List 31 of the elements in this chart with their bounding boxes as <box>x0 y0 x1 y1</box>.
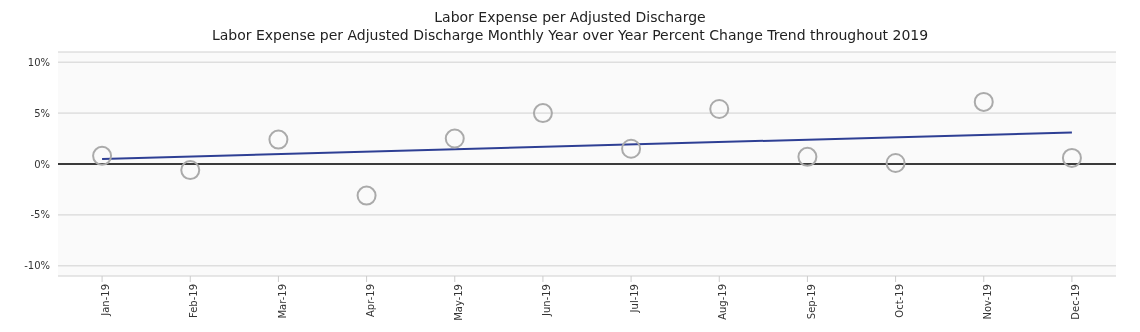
point <box>973 91 994 112</box>
x-tick-label: Feb-19 <box>188 284 200 319</box>
x-tick-label: Jul-19 <box>629 284 641 314</box>
x-tick-label: Dec-19 <box>1070 284 1082 320</box>
x-tick-label: Oct-19 <box>893 284 905 318</box>
point <box>356 185 377 206</box>
y-tick-label: 10% <box>27 56 50 68</box>
x-tick-label: Aug-19 <box>717 284 729 320</box>
point <box>621 138 642 159</box>
x-tick-label: Nov-19 <box>981 284 993 320</box>
point <box>268 129 289 150</box>
y-tick-label: -10% <box>24 260 50 272</box>
point <box>797 146 818 167</box>
point <box>1061 147 1082 168</box>
chart-subtitle: Labor Expense per Adjusted Discharge Monthly Year over Year Percent Change Trend throughout 2019 <box>210 26 930 44</box>
x-tick-label: Sep-19 <box>805 284 817 320</box>
y-tick-label: 5% <box>34 107 50 119</box>
y-tick-label: -5% <box>30 209 50 221</box>
point <box>885 152 906 173</box>
x-tick-label: Jun-19 <box>541 284 553 317</box>
point <box>180 160 201 181</box>
x-tick-label: May-19 <box>452 284 464 321</box>
x-tick-label: Jan-19 <box>100 284 112 317</box>
x-tick-label: Mar-19 <box>276 284 288 319</box>
x-tick-label: Apr-19 <box>364 284 376 317</box>
point <box>444 128 465 149</box>
y-tick-label: 0% <box>34 158 50 170</box>
point <box>532 103 553 124</box>
point <box>709 99 730 120</box>
point <box>92 145 113 166</box>
chart-title: Labor Expense per Adjusted Discharge <box>433 8 707 26</box>
